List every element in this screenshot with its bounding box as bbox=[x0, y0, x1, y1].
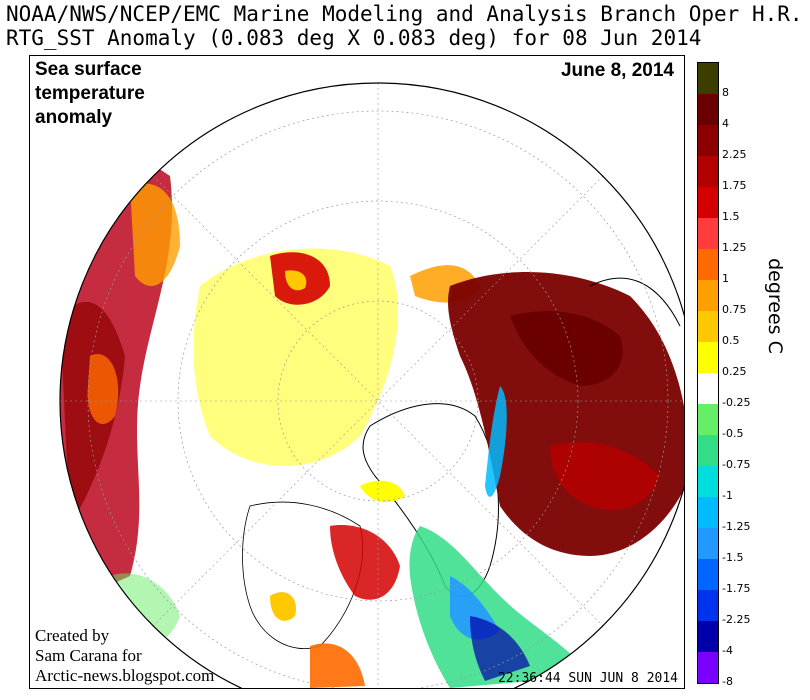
legend-swatch bbox=[698, 590, 718, 621]
arctic-basin-anomaly bbox=[193, 248, 399, 466]
legend-label: 1.75 bbox=[722, 179, 747, 192]
legend-label: -0.75 bbox=[722, 458, 751, 471]
legend-title-box: degrees C bbox=[750, 250, 790, 370]
header-line-1: NOAA/NWS/NCEP/EMC Marine Modeling and An… bbox=[6, 2, 803, 26]
map-title: Sea surface temperature anomaly bbox=[35, 59, 145, 128]
legend-swatch bbox=[698, 373, 718, 404]
legend-swatch bbox=[698, 652, 718, 683]
color-legend bbox=[697, 62, 719, 684]
legend-label: 8 bbox=[722, 86, 729, 99]
timestamp: 22:36:44 SUN JUN 8 2014 bbox=[497, 671, 678, 686]
legend-swatch bbox=[698, 125, 718, 156]
legend-label: -0.25 bbox=[722, 396, 751, 409]
map-boundary bbox=[59, 82, 684, 688]
legend-swatch bbox=[698, 435, 718, 466]
legend-swatch bbox=[698, 311, 718, 342]
legend-swatch bbox=[698, 156, 718, 187]
credit-line-3: Arctic-news.blogspot.com bbox=[35, 666, 215, 685]
legend-swatch bbox=[698, 497, 718, 528]
legend-swatch bbox=[698, 94, 718, 125]
labrador-cold-region bbox=[409, 526, 590, 688]
legend-title: degrees C bbox=[764, 258, 786, 354]
legend-swatch bbox=[698, 218, 718, 249]
legend-label: 4 bbox=[722, 117, 729, 130]
legend-swatch bbox=[698, 528, 718, 559]
legend-label: -1.25 bbox=[722, 520, 751, 533]
legend-label: 1.5 bbox=[722, 210, 740, 223]
legend-label: 1 bbox=[722, 272, 729, 285]
legend-swatch bbox=[698, 466, 718, 497]
legend-swatch bbox=[698, 187, 718, 218]
legend-label: -8 bbox=[722, 675, 733, 688]
legend-swatch bbox=[698, 404, 718, 435]
legend-label: -1.5 bbox=[722, 551, 744, 564]
legend-swatch bbox=[698, 559, 718, 590]
credit-text: Created by Sam Carana for Arctic-news.bl… bbox=[35, 626, 214, 686]
legend-swatch bbox=[698, 621, 718, 652]
credit-line-2: Sam Carana for bbox=[35, 646, 142, 665]
legend-label: -2.25 bbox=[722, 613, 751, 626]
credit-line-1: Created by bbox=[35, 626, 110, 645]
legend-swatch bbox=[698, 342, 718, 373]
polar-sst-map bbox=[30, 56, 684, 688]
legend-label: 0.5 bbox=[722, 334, 740, 347]
legend-swatch bbox=[698, 249, 718, 280]
legend-swatch bbox=[698, 280, 718, 311]
legend-label: 2.25 bbox=[722, 148, 747, 161]
legend-swatch bbox=[698, 63, 718, 94]
map-panel: Sea surface temperature anomaly June 8, … bbox=[29, 55, 685, 689]
header-line-2: RTG_SST Anomaly (0.083 deg X 0.083 deg) … bbox=[6, 26, 702, 50]
legend-label: -1 bbox=[722, 489, 733, 502]
legend-label: 1.25 bbox=[722, 241, 747, 254]
map-date: June 8, 2014 bbox=[560, 60, 674, 81]
legend-label: 0.75 bbox=[722, 303, 747, 316]
legend-label: -1.75 bbox=[722, 582, 751, 595]
legend-label: -0.5 bbox=[722, 427, 744, 440]
legend-label: -4 bbox=[722, 644, 733, 657]
legend-label: 0.25 bbox=[722, 365, 747, 378]
